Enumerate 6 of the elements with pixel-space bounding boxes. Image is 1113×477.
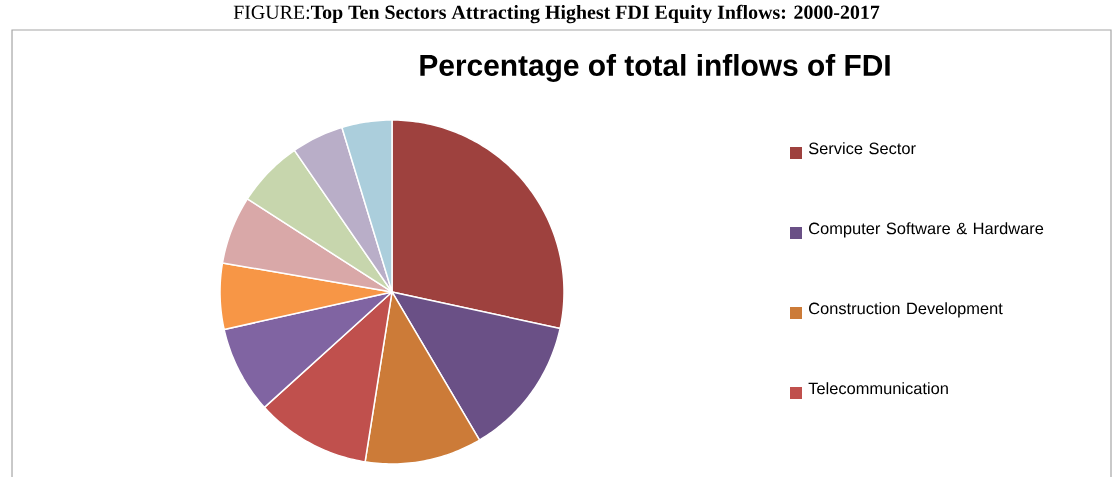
chart-title: Percentage of total inflows of FDI <box>420 53 890 82</box>
legend-label: Telecommunication <box>808 382 948 395</box>
text: FIGURE:Top Ten Sectors Attracting Highest FDI Equity Inflows: 2000-2017 <box>233 4 880 24</box>
legend-label: Service Sector <box>808 142 916 155</box>
legend-label: Construction Development <box>809 302 1003 318</box>
legend-label: Computer Software & Hardware <box>809 222 1044 238</box>
